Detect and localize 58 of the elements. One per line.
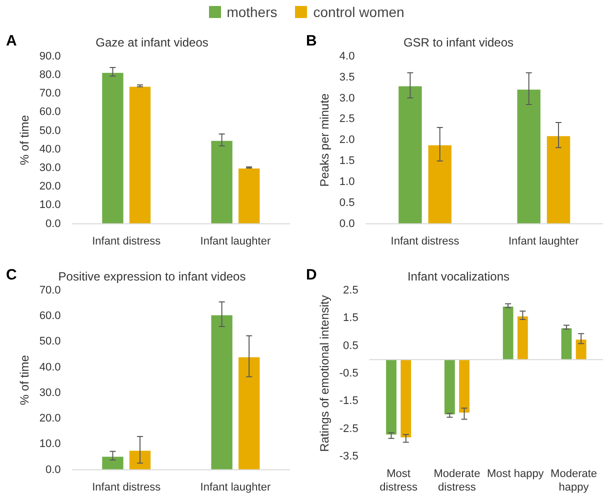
- y-tick-label: 30.0: [39, 162, 61, 174]
- x-tick-label: Infant distress: [92, 235, 162, 248]
- y-tick-label: -3.5: [339, 450, 358, 463]
- text: D: [306, 266, 317, 284]
- x-tick-label: Moderate distress: [434, 468, 480, 494]
- x-tick-label: Infant distress: [92, 481, 162, 494]
- x-tick-label: Infant laughter: [508, 235, 580, 248]
- y-tick-label: 60.0: [39, 310, 61, 322]
- y-tick-label: 40.0: [39, 143, 61, 156]
- x-tick-label: Infant laughter: [200, 481, 271, 494]
- y-tick-label: 1.5: [339, 155, 355, 168]
- x-tick-label: Infant distress: [390, 235, 460, 248]
- y-tick-label: 50.0: [39, 336, 61, 348]
- y-tick-label: 0.5: [339, 196, 355, 209]
- y-tick-label: 0.0: [46, 218, 61, 230]
- y-tick-label: 3.5: [339, 71, 355, 84]
- text: C: [6, 266, 17, 284]
- legend-label: control women: [313, 4, 404, 20]
- x-tick-label: Most happy: [486, 468, 544, 480]
- x-tick-label: Moderate happy: [550, 468, 598, 494]
- y-tick-label: 40.0: [39, 361, 61, 374]
- y-tick-label: 0.5: [343, 340, 358, 352]
- y-tick-label: -0.5: [339, 368, 358, 380]
- y-axis-title: Peaks per minute: [318, 93, 332, 187]
- y-tick-label: -1.5: [339, 395, 358, 408]
- y-tick-label: 60.0: [39, 106, 61, 118]
- y-tick-label: 90.0: [39, 50, 61, 62]
- y-tick-label: 0.0: [339, 218, 355, 230]
- y-tick-label: 10.0: [39, 438, 61, 450]
- y-tick-label: 70.0: [39, 284, 61, 296]
- y-tick-label: 10.0: [39, 199, 61, 212]
- chart-title: Infant vocalizations: [407, 270, 510, 284]
- y-tick-label: 2.0: [339, 134, 355, 146]
- y-axis-title: Ratings of emotional intensity: [318, 295, 332, 452]
- y-tick-label: 2.5: [343, 284, 358, 296]
- y-tick-label: 20.0: [39, 180, 61, 193]
- y-axis-title: % of time: [18, 114, 32, 166]
- x-tick-label: Most distress: [380, 468, 418, 494]
- legend-label: mothers: [226, 4, 278, 20]
- y-tick-label: 70.0: [39, 88, 61, 100]
- y-tick-label: 4.0: [339, 50, 355, 62]
- y-tick-label: 20.0: [39, 412, 61, 425]
- text: A: [6, 32, 17, 50]
- y-tick-label: -2.5: [339, 422, 358, 435]
- y-tick-label: 3.0: [339, 92, 355, 104]
- chart-title: Positive expression to infant videos: [58, 270, 246, 284]
- y-tick-label: 1.0: [339, 176, 355, 188]
- y-tick-label: 0.0: [46, 464, 61, 476]
- chart-title: Gaze at infant videos: [96, 36, 208, 50]
- chart-title: GSR to infant videos: [403, 36, 514, 50]
- y-axis-title: % of time: [18, 354, 32, 406]
- y-tick-label: 50.0: [39, 124, 61, 137]
- y-tick-label: 30.0: [39, 386, 61, 399]
- y-tick-label: 80.0: [39, 69, 61, 82]
- y-tick-label: 1.5: [343, 312, 358, 324]
- text: B: [306, 32, 317, 50]
- y-tick-label: 2.5: [339, 113, 355, 126]
- x-tick-label: Infant laughter: [200, 235, 271, 248]
